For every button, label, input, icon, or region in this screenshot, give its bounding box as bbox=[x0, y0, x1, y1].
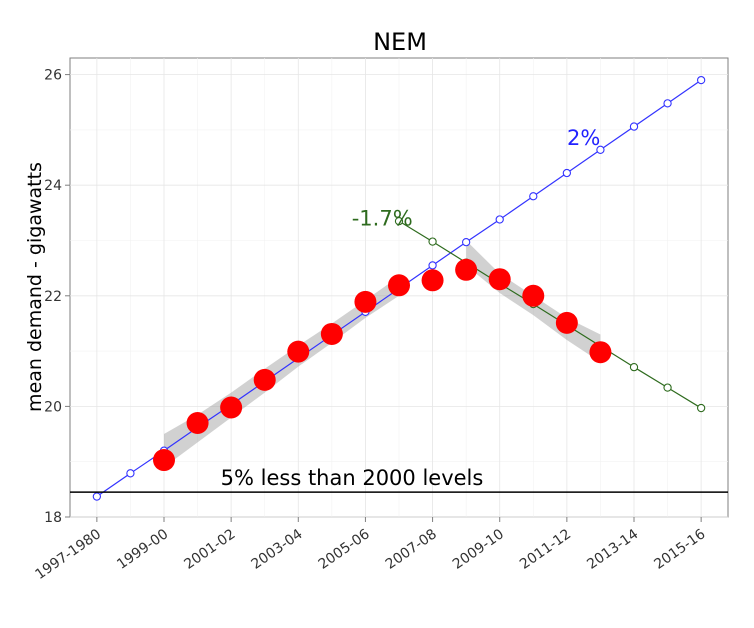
data-point bbox=[529, 192, 538, 201]
actual-point bbox=[354, 290, 377, 313]
x-tick-label: 2013-14 bbox=[584, 526, 641, 573]
x-tick-label: 2009-10 bbox=[450, 526, 507, 573]
data-point bbox=[629, 122, 639, 131]
smooth-band bbox=[164, 276, 399, 468]
actual-point bbox=[488, 268, 511, 291]
actual-point bbox=[287, 340, 310, 363]
data-point bbox=[394, 216, 404, 226]
x-tick-label: 2005-06 bbox=[316, 526, 373, 573]
actual-point bbox=[421, 269, 444, 292]
actual-point bbox=[555, 311, 578, 334]
actual-point bbox=[186, 411, 209, 434]
data-point bbox=[428, 237, 437, 246]
data-point bbox=[126, 469, 135, 478]
data-point bbox=[629, 362, 639, 372]
actual-point bbox=[153, 449, 175, 472]
annotation-label: 2% bbox=[567, 126, 600, 150]
data-point bbox=[562, 168, 572, 178]
data-point bbox=[663, 99, 672, 108]
actual-point bbox=[522, 284, 545, 307]
actual-point bbox=[220, 396, 243, 419]
data-point bbox=[92, 492, 102, 501]
chart-title: NEM bbox=[373, 28, 427, 56]
data-point bbox=[596, 145, 605, 154]
x-tick-label: 2007-08 bbox=[383, 526, 440, 573]
x-tick-label: 1997-1980 bbox=[32, 526, 104, 583]
actual-point bbox=[589, 341, 612, 364]
y-tick-label: 20 bbox=[44, 399, 62, 415]
x-tick-label: 2015-16 bbox=[651, 526, 708, 573]
actual-point bbox=[455, 258, 478, 281]
x-tick-label: 2011-12 bbox=[517, 526, 574, 573]
actual-point bbox=[388, 274, 410, 297]
y-axis-title: mean demand - gigawatts bbox=[24, 162, 46, 412]
data-point bbox=[696, 403, 706, 413]
actual-point bbox=[320, 322, 343, 345]
actual-point bbox=[253, 368, 276, 391]
y-tick-label: 18 bbox=[44, 510, 62, 526]
x-tick-label: 1999-00 bbox=[114, 526, 171, 573]
x-tick-label: 2003-04 bbox=[248, 526, 305, 573]
data-point bbox=[495, 215, 504, 224]
data-point bbox=[663, 383, 672, 392]
data-point bbox=[461, 238, 471, 247]
x-tick-label: 2001-02 bbox=[181, 526, 238, 573]
series-line bbox=[398, 220, 702, 409]
data-point bbox=[696, 75, 706, 85]
data-point bbox=[428, 261, 437, 270]
y-tick-label: 22 bbox=[44, 289, 62, 305]
y-tick-label: 24 bbox=[44, 178, 62, 194]
plot-panel: 18 20 22 24 26 1997-1980 1999-00 2001-02 2003-04… bbox=[32, 57, 729, 583]
reference-line-label: 5% less than 2000 levels bbox=[221, 466, 484, 490]
annotation-label: -1.7% bbox=[352, 206, 413, 230]
y-tick-label: 26 bbox=[44, 68, 62, 84]
